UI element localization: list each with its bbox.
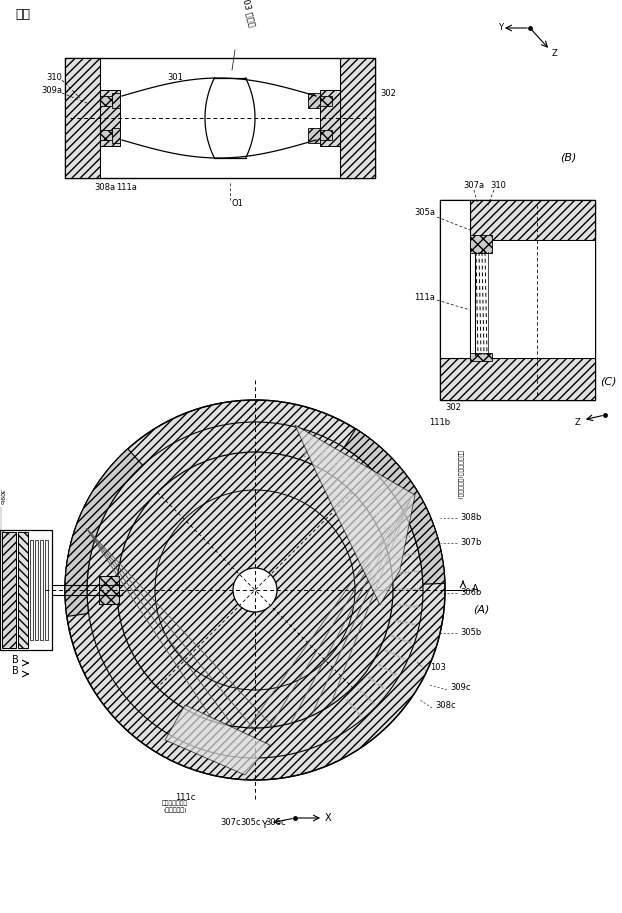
Text: 305c: 305c — [240, 818, 261, 827]
Bar — [45, 540, 48, 640]
Bar — [18, 532, 28, 648]
Polygon shape — [344, 429, 445, 584]
Bar — [100, 96, 112, 106]
Bar — [308, 128, 320, 143]
Bar — [40, 540, 43, 640]
Bar — [470, 353, 492, 361]
Polygon shape — [165, 705, 270, 775]
Text: 307b: 307b — [460, 538, 481, 547]
Bar — [35, 540, 38, 640]
Polygon shape — [65, 449, 142, 616]
Text: 図２: 図２ — [15, 8, 30, 21]
Text: 302: 302 — [380, 89, 396, 98]
Text: 306b: 306b — [460, 588, 481, 597]
Text: 111a: 111a — [414, 293, 435, 302]
Bar — [99, 576, 119, 604]
Text: 308b: 308b — [460, 513, 481, 522]
Text: A: A — [472, 584, 478, 594]
Bar — [0, 530, 52, 650]
Bar — [470, 200, 595, 240]
Text: 302: 302 — [445, 403, 461, 412]
Bar — [470, 240, 595, 358]
Bar — [320, 130, 332, 140]
Text: 111b: 111b — [429, 418, 450, 427]
Bar — [320, 96, 332, 106]
Text: (A): (A) — [473, 604, 490, 614]
Bar — [100, 90, 120, 146]
Text: 305a: 305a — [414, 208, 435, 217]
Text: 303 レンズ: 303 レンズ — [240, 0, 258, 28]
Bar — [440, 200, 595, 400]
Text: Y: Y — [498, 23, 503, 32]
Text: 308a: 308a — [95, 183, 116, 192]
Bar — [320, 90, 340, 146]
Bar — [112, 128, 120, 143]
Bar — [100, 130, 112, 140]
Bar — [440, 358, 595, 400]
Bar — [340, 58, 375, 178]
Text: X: X — [325, 813, 332, 823]
Text: 305b: 305b — [460, 628, 481, 637]
Text: 310: 310 — [46, 73, 62, 82]
Bar — [65, 58, 375, 178]
Text: 306c: 306c — [265, 818, 285, 827]
Text: 310: 310 — [490, 181, 506, 190]
Text: 111c: 111c — [175, 793, 195, 802]
Text: (B): (B) — [560, 152, 577, 162]
Bar — [2, 532, 16, 648]
Bar — [30, 540, 33, 640]
Text: 307a: 307a — [463, 181, 485, 190]
Text: 301: 301 — [167, 73, 183, 82]
Text: O1: O1 — [232, 199, 244, 208]
Text: B: B — [12, 655, 19, 665]
Text: Y: Y — [261, 820, 267, 830]
Bar — [65, 58, 100, 178]
Text: 309c: 309c — [450, 683, 470, 692]
Bar — [440, 200, 470, 358]
Text: アクチュエータ
(バイモルフ): アクチュエータ (バイモルフ) — [162, 801, 188, 813]
Text: アクチュエータ(バイモルフ): アクチュエータ(バイモルフ) — [457, 450, 463, 500]
Text: 309b: 309b — [0, 489, 4, 505]
Polygon shape — [295, 425, 415, 605]
Bar — [112, 93, 120, 108]
Text: 307c: 307c — [220, 818, 241, 827]
Text: 111a: 111a — [116, 183, 137, 192]
Text: (C): (C) — [600, 377, 616, 387]
Text: B: B — [12, 666, 19, 676]
Text: Z: Z — [575, 418, 581, 427]
Text: 309a: 309a — [41, 86, 62, 95]
Bar — [470, 235, 492, 253]
Text: 103: 103 — [430, 663, 446, 672]
Text: 308c: 308c — [435, 701, 456, 710]
Text: Z: Z — [552, 49, 558, 58]
Bar — [308, 93, 320, 108]
